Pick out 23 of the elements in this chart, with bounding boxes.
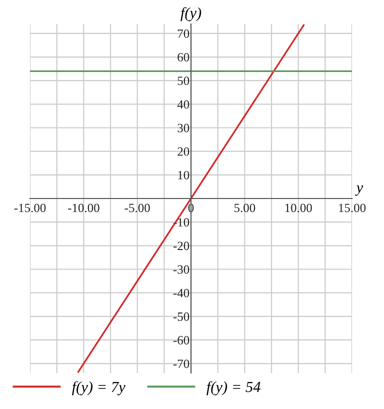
y-tick-label: 50 xyxy=(178,76,190,86)
y-tick-label: 40 xyxy=(177,100,190,109)
legend-label: f(y) = 54 xyxy=(206,381,260,396)
legend-label: f(y) = 7y xyxy=(72,381,126,396)
y-tick-label: -30 xyxy=(173,265,190,274)
y-tick-label: 10 xyxy=(178,170,190,180)
x-tick-label: 15.00 xyxy=(339,204,366,212)
x-axis-title: y xyxy=(355,185,364,196)
x-tick-label: 10.00 xyxy=(285,204,312,212)
x-tick-label: -5.00 xyxy=(124,204,150,212)
y-tick-label: 70 xyxy=(178,29,190,38)
x-tick-label: -10.00 xyxy=(68,204,100,212)
y-tick-label: 30 xyxy=(178,124,190,132)
y-tick-label: -60 xyxy=(173,336,190,344)
y-tick-label: 20 xyxy=(178,147,190,156)
y-axis-title: f(y) xyxy=(180,7,202,22)
y-tick-label: -20 xyxy=(173,242,190,250)
x-tick-label: 5.00 xyxy=(234,204,256,212)
x-tick-label: -15.00 xyxy=(14,204,46,212)
y-tick-label: 60 xyxy=(178,53,190,62)
y-tick-label: -50 xyxy=(173,312,190,321)
y-tick-label: -40 xyxy=(173,288,190,298)
y-tick-label: -70 xyxy=(173,360,190,368)
